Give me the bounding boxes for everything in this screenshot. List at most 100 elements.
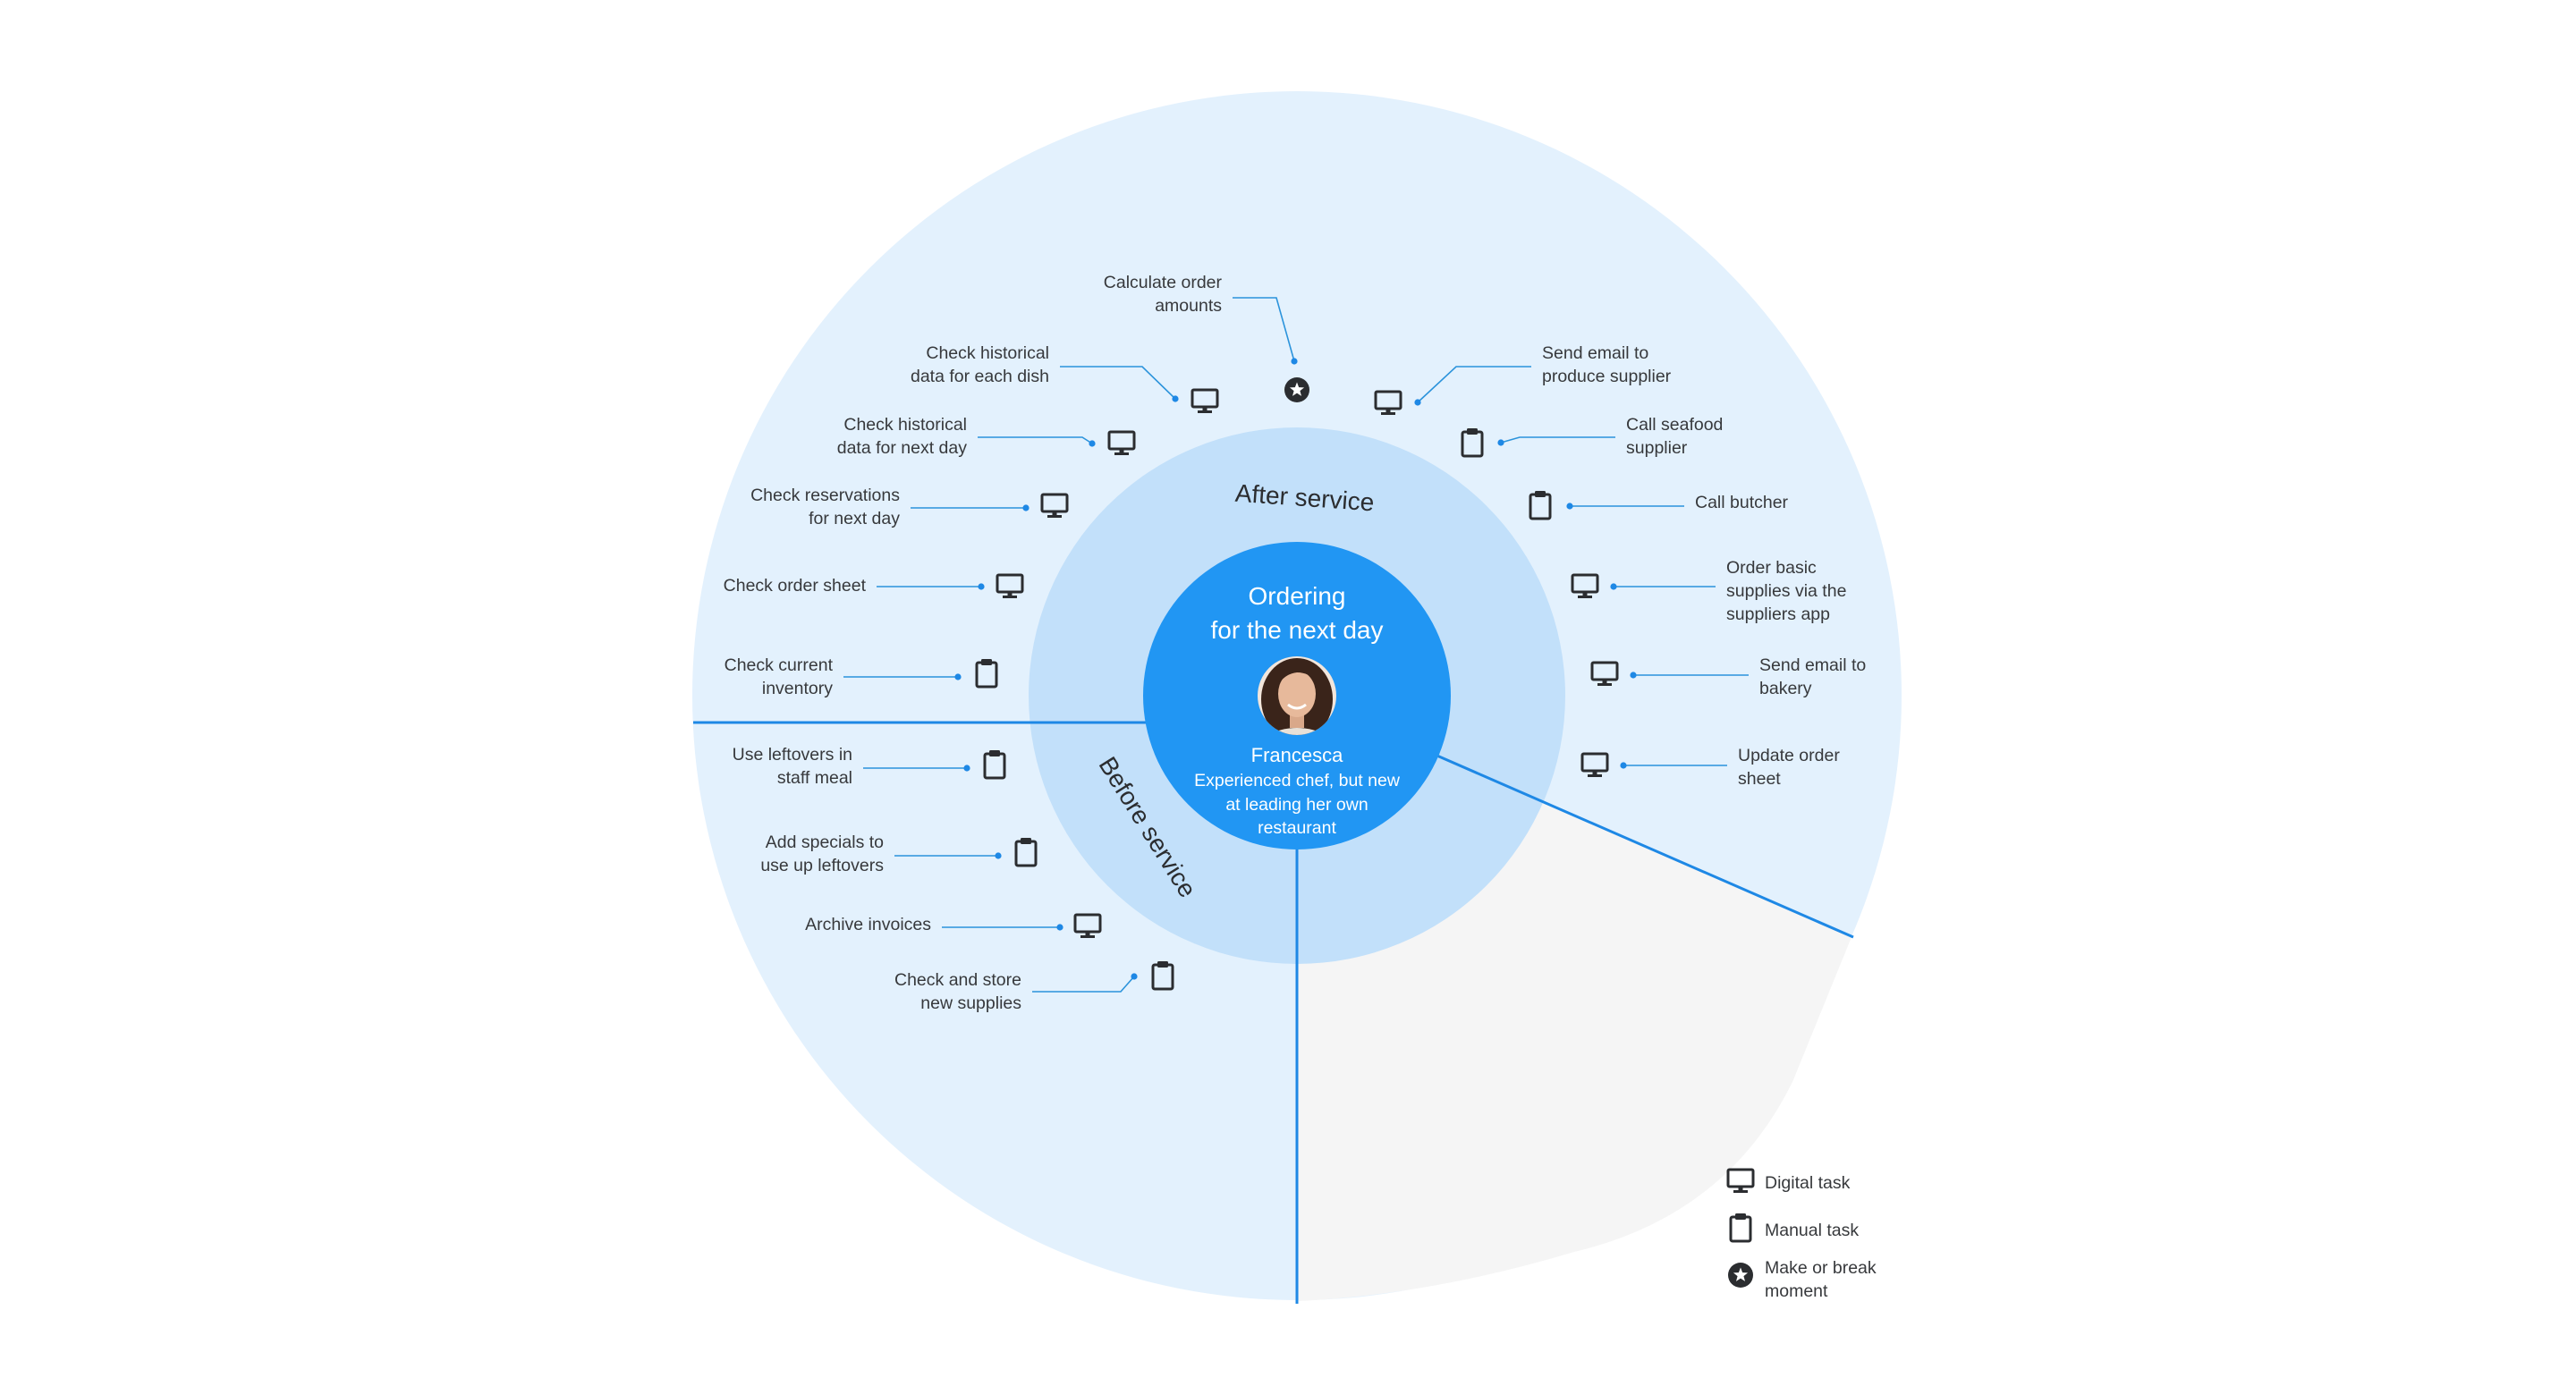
legend-label-line: Digital task — [1765, 1173, 1851, 1193]
leader-dot — [1414, 399, 1421, 406]
leader-line — [1417, 366, 1531, 403]
task-label-line: sheet — [1738, 769, 1781, 789]
task-label: Order basic supplies via the suppliers app — [1726, 558, 1846, 624]
task-label: Check order sheet — [724, 576, 867, 596]
legend-label: Digital task — [1765, 1173, 1851, 1193]
clipboard-icon — [983, 750, 1006, 780]
task-label: Archive invoices — [805, 915, 931, 934]
task-label: Calculate order amounts — [1104, 273, 1223, 316]
task-label-line: Add specials to — [766, 832, 884, 852]
monitor-icon — [1073, 913, 1102, 938]
task-label-line: Check current — [724, 655, 834, 675]
clipboard-icon — [1151, 961, 1174, 991]
legend-item: Manual task — [1729, 1213, 1859, 1243]
legend-label-line: Manual task — [1765, 1221, 1859, 1240]
task-label-line: suppliers app — [1726, 604, 1830, 624]
task-label-line: Call seafood — [1626, 415, 1723, 435]
task-label-line: Send email to — [1759, 655, 1866, 675]
leader-dot — [1089, 440, 1096, 447]
monitor-icon — [1107, 430, 1136, 455]
leader-dot — [1497, 439, 1504, 446]
task-item: Call seafood supplier — [1461, 415, 1723, 458]
task-label-line: Check historical — [926, 343, 1049, 363]
monitor-icon — [1374, 390, 1402, 415]
leader-dot — [1630, 672, 1637, 679]
persona-desc-line-1: Experienced chef, but new — [1194, 771, 1401, 790]
monitor-icon — [1726, 1168, 1755, 1193]
task-item: Check current inventory — [724, 655, 998, 698]
task-label-line: for next day — [809, 509, 900, 528]
monitor-icon — [1580, 752, 1609, 777]
clipboard-icon — [1729, 1213, 1752, 1243]
task-label: Check historical data for next day — [837, 415, 968, 458]
task-label-line: Order basic — [1726, 558, 1817, 578]
task-item: Check historical data for each dish — [911, 343, 1219, 413]
task-item: Check order sheet — [724, 573, 1024, 598]
task-label: Check and store new supplies — [894, 970, 1021, 1013]
task-label-line: Archive invoices — [805, 915, 931, 934]
leader-line — [1233, 297, 1295, 362]
persona-desc-line-3: restaurant — [1258, 818, 1336, 838]
task-item: Order basic supplies via the suppliers app — [1571, 558, 1846, 624]
task-label-line: bakery — [1759, 679, 1812, 698]
leader-dot — [1610, 583, 1617, 590]
persona-name: Francesca — [1251, 744, 1343, 766]
clipboard-icon — [1014, 838, 1038, 867]
center-title-line-2: for the next day — [1210, 616, 1383, 644]
monitor-icon — [1571, 573, 1599, 598]
clipboard-icon — [1461, 428, 1484, 458]
task-label-line: supplies via the — [1726, 581, 1846, 601]
persona-desc-line-2: at leading her own — [1225, 795, 1368, 815]
leader-line — [1500, 436, 1615, 444]
legend-label: Manual task — [1765, 1221, 1859, 1240]
clipboard-icon — [975, 659, 998, 689]
task-label: Add specials to use up leftovers — [760, 832, 884, 875]
leader-dot — [995, 852, 1002, 859]
leader-dot — [1056, 924, 1063, 931]
star-icon — [1728, 1263, 1753, 1288]
leader-dot — [1172, 395, 1179, 402]
task-label-line: Call butcher — [1695, 493, 1789, 512]
task-label: Check current inventory — [724, 655, 834, 698]
leader-line — [1060, 366, 1176, 400]
leader-dot — [978, 583, 985, 590]
task-label-line: staff meal — [777, 768, 852, 788]
legend-item: Digital task — [1726, 1168, 1851, 1193]
task-label-line: data for next day — [837, 438, 968, 458]
monitor-icon — [1040, 493, 1069, 518]
monitor-icon — [1191, 388, 1219, 413]
star-icon — [1284, 377, 1309, 402]
leader-line — [1032, 976, 1135, 993]
task-label-line: produce supplier — [1542, 367, 1672, 386]
legend-label-line: moment — [1765, 1281, 1828, 1301]
task-label-line: Check historical — [843, 415, 967, 435]
task-item: Update order sheet — [1580, 746, 1840, 789]
task-label-line: Send email to — [1542, 343, 1648, 363]
task-label-line: data for each dish — [911, 367, 1049, 386]
task-label: Use leftovers in staff meal — [733, 745, 852, 788]
legend-item: Make or break moment — [1728, 1258, 1877, 1301]
task-item: Check historical data for next day — [837, 415, 1136, 458]
leader-dot — [1022, 504, 1030, 511]
leader-line — [978, 436, 1093, 444]
legend: Digital task Manual task Make or break mome… — [1726, 1168, 1877, 1301]
avatar — [1258, 656, 1336, 735]
task-item: Calculate order amounts — [1104, 273, 1309, 402]
task-list: Calculate order amounts Check historical da… — [724, 273, 1867, 1013]
leader-dot — [1620, 762, 1627, 769]
task-item: Check reservations for next day — [750, 486, 1069, 528]
task-item: Add specials to use up leftovers — [760, 832, 1038, 875]
task-item: Send email to bakery — [1590, 655, 1866, 698]
task-item: Archive invoices — [805, 913, 1102, 938]
task-label: Call butcher — [1695, 493, 1789, 512]
task-label-line: Check order sheet — [724, 576, 867, 596]
task-label-line: Calculate order — [1104, 273, 1223, 292]
clipboard-icon — [1529, 491, 1552, 520]
task-label-line: Update order — [1738, 746, 1840, 765]
task-item: Call butcher — [1529, 491, 1789, 520]
task-item: Use leftovers in staff meal — [733, 745, 1006, 788]
task-label: Send email to bakery — [1759, 655, 1866, 698]
task-label-line: Check reservations — [750, 486, 900, 505]
